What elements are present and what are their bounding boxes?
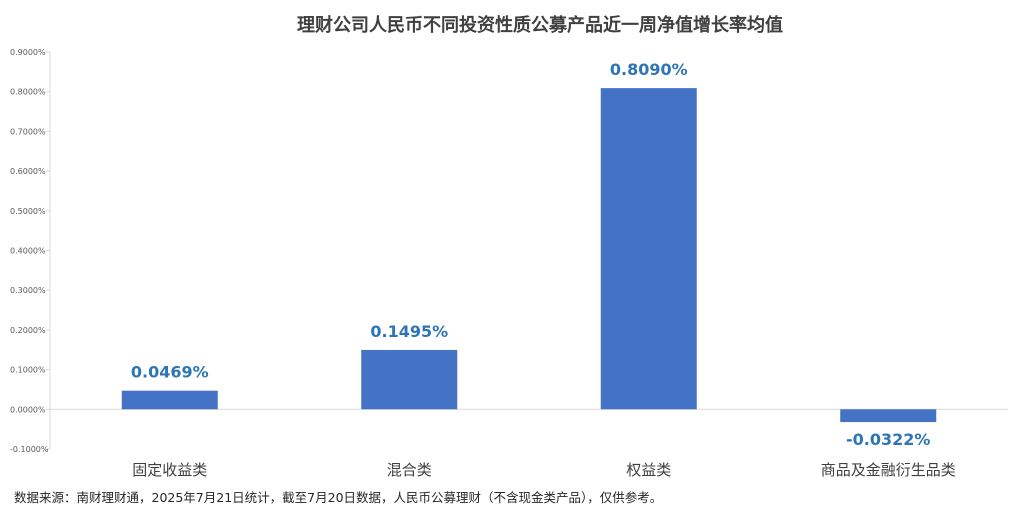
bar bbox=[840, 409, 937, 423]
y-tick-label: 0.3000% bbox=[10, 286, 46, 295]
category-label: 固定收益类 bbox=[132, 461, 207, 479]
data-label: 0.1495% bbox=[370, 322, 448, 341]
y-tick-label: 0.9000% bbox=[10, 48, 46, 57]
y-tick-label: 0.5000% bbox=[10, 207, 46, 216]
y-tick-label: -0.1000% bbox=[10, 445, 49, 454]
y-tick-label: 0.1000% bbox=[10, 366, 46, 375]
category-label: 商品及金融衍生品类 bbox=[821, 461, 956, 479]
chart-title: 理财公司人民币不同投资性质公募产品近一周净值增长率均值 bbox=[297, 14, 783, 36]
bar bbox=[600, 88, 697, 410]
bar bbox=[121, 390, 218, 410]
category-label: 混合类 bbox=[387, 461, 432, 479]
data-label: -0.0322% bbox=[846, 430, 930, 449]
bars-layer bbox=[121, 88, 937, 423]
y-tick-label: 0.2000% bbox=[10, 326, 46, 335]
y-tick-label: 0.6000% bbox=[10, 167, 46, 176]
y-tick-label: 0.0000% bbox=[10, 405, 46, 414]
labels-layer: 0.0469% 固定收益类 0.1495% 混合类 0.8090% 权益类 -0.0322%… bbox=[131, 60, 956, 479]
data-label: 0.8090% bbox=[610, 60, 688, 79]
bar bbox=[361, 349, 458, 410]
y-tick-label: 0.8000% bbox=[10, 88, 46, 97]
data-label: 0.0469% bbox=[131, 363, 209, 382]
y-tick-label: 0.4000% bbox=[10, 247, 46, 256]
y-tick-label: 0.7000% bbox=[10, 127, 46, 136]
source-note: 数据来源：南财理财通，2025年7月21日统计，截至7月20日数据，人民币公募理… bbox=[14, 490, 662, 505]
category-label: 权益类 bbox=[626, 461, 671, 479]
